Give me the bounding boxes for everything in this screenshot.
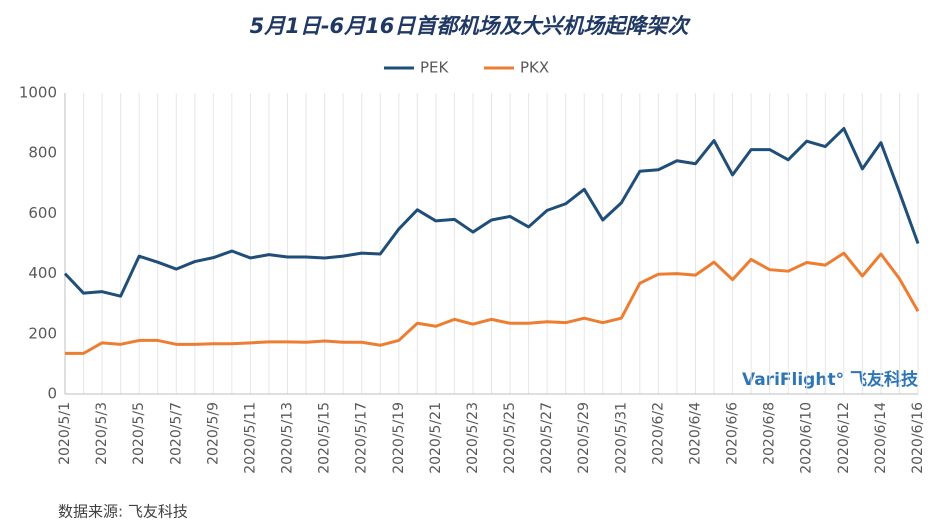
x-tick-label: 2020/5/27: [539, 402, 555, 474]
x-tick-label: 2020/6/6: [725, 402, 741, 465]
x-tick-label: 2020/6/8: [762, 402, 778, 465]
x-tick-label: 2020/5/3: [94, 402, 110, 465]
x-tick-label: 2020/6/14: [873, 402, 889, 474]
chart-title: 5月1日-6月16日首都机场及大兴机场起降架次: [250, 14, 692, 38]
legend-label: PEK: [420, 59, 450, 77]
y-tick-label: 1000: [19, 84, 57, 102]
x-tick-label: 2020/5/25: [502, 402, 518, 474]
x-tick-label: 2020/5/7: [168, 402, 184, 465]
line-series: [63, 127, 920, 298]
x-tick-label: 2020/5/23: [465, 402, 481, 474]
y-tick-label: 200: [28, 324, 57, 342]
y-tick-label: 400: [28, 264, 57, 282]
x-tick-label: 2020/6/4: [687, 402, 703, 465]
x-tick-label: 2020/5/17: [354, 402, 370, 474]
y-tick-label: 0: [47, 385, 57, 403]
x-tick-label: 2020/6/2: [650, 402, 666, 465]
x-tick-label: 2020/5/21: [428, 402, 444, 474]
x-tick-label: 2020/5/9: [205, 402, 221, 465]
x-tick-label: 2020/5/1: [57, 402, 73, 465]
line-series: [65, 251, 920, 355]
y-tick-label: 800: [28, 144, 57, 162]
x-tick-label: 2020/5/31: [613, 402, 629, 474]
x-tick-label: 2020/6/16: [910, 402, 926, 474]
x-tick-label: 2020/5/29: [576, 402, 592, 474]
x-tick-label: 2020/5/5: [131, 402, 147, 465]
legend-label: PKX: [520, 59, 549, 77]
x-tick-label: 2020/6/10: [799, 402, 815, 474]
source-note: 数据来源: 飞友科技: [58, 503, 188, 521]
x-tick-label: 2020/5/19: [391, 402, 407, 474]
y-tick-label: 600: [28, 204, 57, 222]
x-tick-label: 2020/5/13: [280, 402, 296, 474]
watermark: VariFlight° 飞友科技: [742, 369, 919, 390]
x-tick-label: 2020/5/11: [242, 402, 258, 474]
x-tick-label: 2020/5/15: [317, 402, 333, 474]
x-tick-label: 2020/6/12: [836, 402, 852, 474]
